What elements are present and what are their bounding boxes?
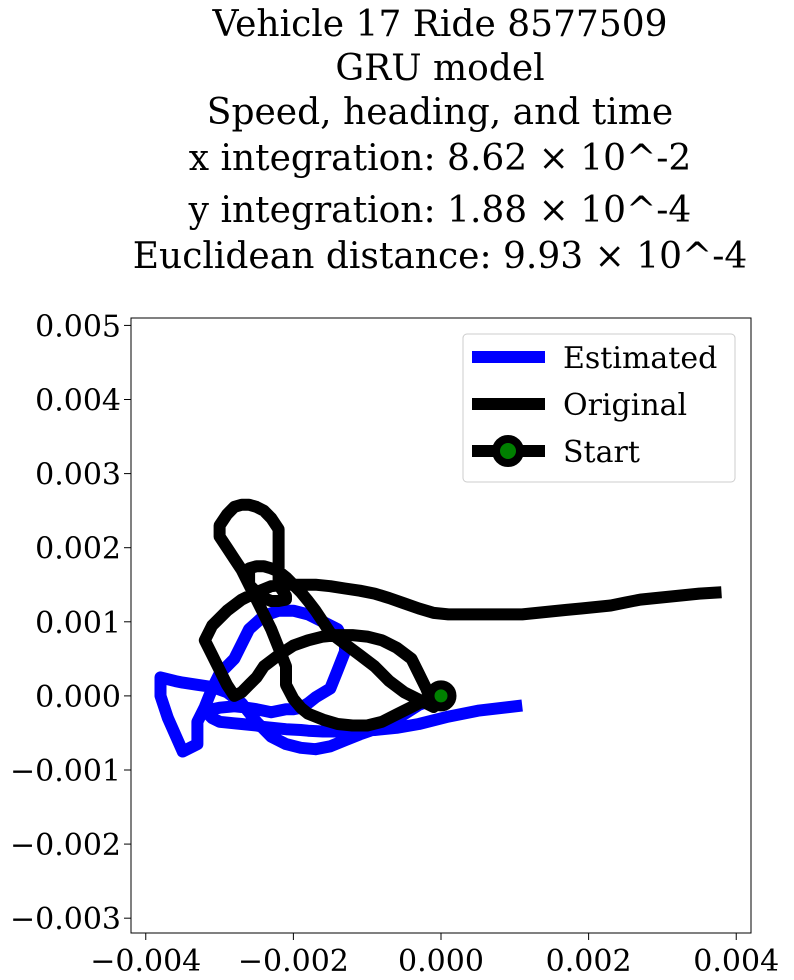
chart-title: Vehicle 17 Ride 8577509 GRU model Speed,… [133, 4, 748, 277]
y-tick-label: 0.004 [35, 384, 121, 419]
y-tick-label: −0.001 [10, 754, 121, 789]
title-line-6: Euclidean distance: 9.93 × 10^-4 [133, 236, 748, 277]
title-line-5: y integration: 1.88 × 10^-4 [188, 190, 692, 231]
x-tick-label: −0.002 [238, 944, 349, 979]
y-tick-label: −0.002 [10, 828, 121, 863]
x-tick-label: 0.002 [546, 944, 632, 979]
title-line-3: Speed, heading, and time [207, 92, 673, 133]
x-tick-label: 0.000 [398, 944, 484, 979]
y-tick-label: 0.005 [35, 309, 121, 344]
y-tick-label: 0.002 [35, 532, 121, 567]
marker-group [425, 680, 457, 712]
y-tick-label: −0.003 [10, 902, 121, 937]
legend: Estimated Original Start [462, 333, 736, 483]
y-tick-label: 0.001 [35, 606, 121, 641]
y-axis: −0.003 −0.002 −0.001 0.000 0.001 0.002 0.003 0.… [10, 309, 131, 937]
title-line-2: GRU model [335, 48, 544, 89]
legend-original-label: Original [563, 388, 687, 423]
title-line-1: Vehicle 17 Ride 8577509 [211, 4, 667, 45]
x-tick-label: −0.004 [90, 944, 201, 979]
legend-start-marker [492, 435, 524, 467]
y-tick-label: 0.000 [35, 680, 121, 715]
start-marker [425, 680, 457, 712]
legend-start-label: Start [563, 435, 640, 470]
y-tick-label: 0.003 [35, 458, 121, 493]
title-line-4: x integration: 8.62 × 10^-2 [189, 138, 692, 179]
x-axis: −0.004 −0.002 0.000 0.002 0.004 [90, 933, 779, 979]
x-tick-label: 0.004 [693, 944, 779, 979]
legend-estimated-label: Estimated [563, 341, 717, 376]
series-line-original [198, 498, 722, 732]
series-group [154, 498, 722, 758]
